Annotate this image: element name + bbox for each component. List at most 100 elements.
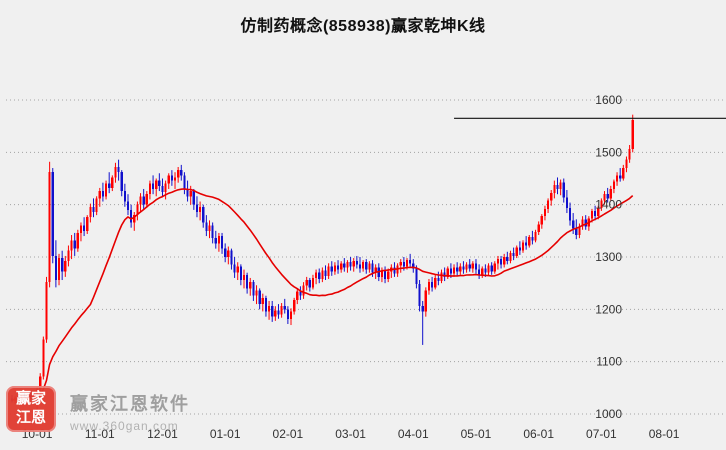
candle (217, 236, 221, 244)
candle (61, 258, 64, 272)
candle (230, 250, 233, 265)
candle (340, 263, 343, 270)
candle (452, 267, 456, 274)
candle (199, 206, 202, 212)
candle (242, 274, 246, 281)
candle (402, 262, 405, 267)
candle (95, 198, 98, 212)
x-axis-label: 05-01 (461, 427, 492, 441)
y-axis-label: 1100 (596, 355, 622, 369)
candle (387, 271, 390, 279)
candle (525, 242, 528, 246)
x-axis-label: 08-01 (649, 427, 680, 441)
candle (183, 175, 186, 189)
candle (430, 282, 434, 288)
candle (249, 282, 252, 289)
candle (151, 183, 155, 189)
candle (57, 258, 61, 281)
y-axis-label: 1200 (595, 302, 622, 316)
candle (631, 119, 634, 150)
candle (371, 263, 374, 273)
candle (374, 267, 377, 273)
candle (321, 270, 324, 279)
candle (98, 191, 101, 199)
page-title: 仿制药概念(858938)赢家乾坤K线 (240, 18, 486, 35)
candle (509, 252, 512, 262)
candle (108, 183, 111, 188)
candle (333, 265, 337, 272)
candle (368, 263, 371, 270)
candle (76, 232, 79, 249)
candle (89, 206, 92, 218)
candle (474, 263, 478, 270)
candle (562, 182, 565, 198)
candle (465, 264, 468, 270)
candle (578, 226, 581, 236)
x-axis-label: 11-01 (85, 427, 115, 441)
candle (572, 220, 575, 229)
y-axis-label: 1300 (595, 250, 622, 264)
candle (609, 188, 612, 199)
candle (117, 166, 120, 173)
x-axis-label: 12-01 (147, 427, 178, 441)
candle (490, 265, 493, 272)
candle (161, 185, 164, 193)
candle (443, 272, 446, 277)
candle (575, 228, 578, 236)
candle (130, 209, 133, 223)
candle (412, 263, 415, 269)
candle (296, 291, 299, 300)
candle (603, 194, 606, 201)
candle (283, 306, 286, 310)
candle (133, 215, 136, 223)
candle (142, 196, 145, 205)
candle (271, 306, 274, 317)
x-axis-label: 01-01 (210, 427, 241, 441)
candle (136, 204, 139, 216)
candle (202, 206, 205, 223)
candle (73, 240, 76, 249)
candle (556, 184, 559, 189)
candle (311, 277, 315, 288)
candle (597, 207, 600, 217)
candle (528, 237, 531, 246)
watermark: 赢家 江恩 赢家江恩软件 www.360gan.com (6, 386, 190, 433)
candle (421, 306, 424, 312)
candle (434, 277, 437, 288)
candle (619, 175, 622, 179)
candle (148, 183, 152, 195)
candle (192, 191, 195, 205)
ma-line (11, 188, 634, 402)
candle (612, 181, 616, 189)
candle (48, 172, 51, 283)
candle (236, 266, 239, 273)
candle (214, 238, 217, 244)
candle (487, 265, 490, 273)
candle (553, 184, 556, 194)
candle (51, 172, 54, 256)
candle (220, 236, 224, 249)
candle (503, 257, 506, 265)
candle (622, 168, 625, 179)
candle (314, 272, 318, 278)
candle (195, 204, 199, 212)
candle (330, 266, 333, 272)
candle (615, 175, 619, 182)
candle (246, 274, 249, 289)
candle (484, 268, 487, 273)
candle (409, 260, 412, 264)
candle (581, 219, 584, 227)
candle (64, 261, 67, 272)
candle (362, 262, 365, 269)
candle (123, 191, 126, 202)
candle (336, 265, 340, 270)
candle (280, 306, 283, 315)
candle (493, 263, 496, 272)
candle (305, 280, 308, 286)
candle (481, 268, 484, 275)
candle (565, 197, 568, 208)
candle (180, 170, 183, 176)
candle (358, 264, 362, 269)
